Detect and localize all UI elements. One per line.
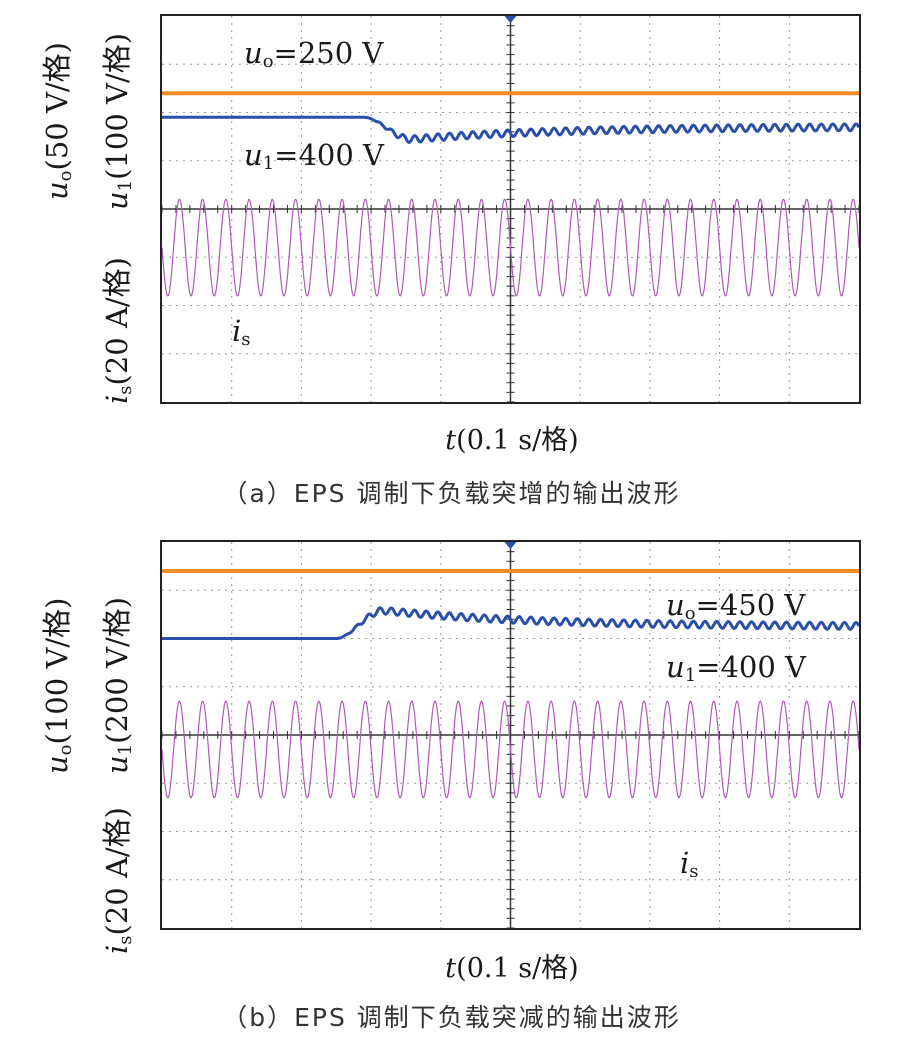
scope-plot-a <box>162 16 859 402</box>
trigger-marker <box>504 542 517 549</box>
label-u1-a: u1=400 V <box>244 138 384 174</box>
ylabel-u1-a: u1(100 V/格) <box>100 32 136 210</box>
label-is-b: is <box>680 846 699 882</box>
label-u1-b: u1=400 V <box>666 650 806 686</box>
label-is-a: is <box>232 314 251 350</box>
grid-b <box>162 542 859 928</box>
grid-a <box>162 16 859 402</box>
ylabel-is-b: is(20 A/格) <box>100 807 136 954</box>
ylabel-is-a: is(20 A/格) <box>100 257 136 404</box>
label-uo-a: uo=250 V <box>244 36 384 72</box>
trace-is-a <box>162 198 859 297</box>
xlabel-a: t(0.1 s/格) <box>445 425 579 456</box>
trace-is-b <box>162 700 859 799</box>
caption-a: （a）EPS 调制下负载突增的输出波形 <box>222 479 681 508</box>
scope-b <box>160 540 861 930</box>
label-uo-b: uo=450 V <box>666 588 806 624</box>
scope-a <box>160 14 861 404</box>
ylabel-uo-a: uo(50 V/格) <box>40 42 76 200</box>
panel-b: uo(100 V/格) u1(200 V/格) is(20 A/格) uo=45… <box>0 530 903 1053</box>
trigger-marker <box>504 16 517 23</box>
xlabel-b: t(0.1 s/格) <box>445 953 579 984</box>
ylabel-uo-b: uo(100 V/格) <box>40 597 76 774</box>
trace-u1-a <box>162 115 859 144</box>
panel-a: uo(50 V/格) u1(100 V/格) is(20 A/格) uo=250… <box>0 0 903 525</box>
ylabel-u1-b: u1(200 V/格) <box>100 596 136 774</box>
caption-b: （b）EPS 调制下负载突减的输出波形 <box>222 1003 681 1032</box>
scope-plot-b <box>162 542 859 928</box>
trace-u1-b <box>162 606 859 640</box>
